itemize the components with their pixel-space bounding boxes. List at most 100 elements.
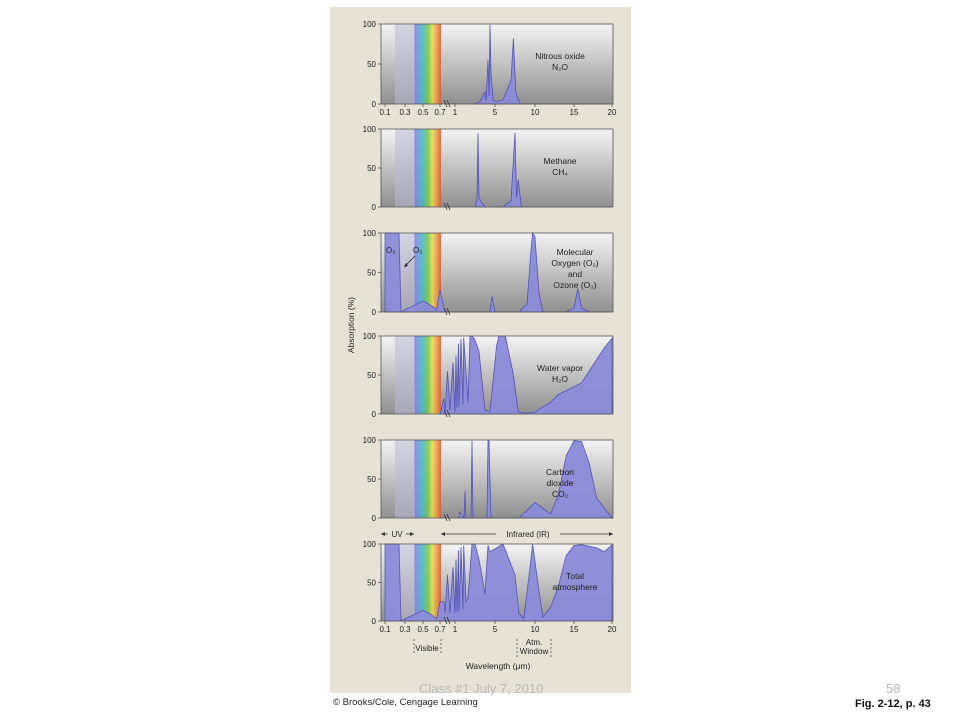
absorption-area (474, 132, 612, 208)
gas-label-line: Water vapor (537, 363, 583, 373)
x-tick-label: 0.5 (417, 108, 429, 117)
y-tick-label: 100 (363, 436, 377, 445)
x-tick-label: 20 (608, 108, 617, 117)
gas-label-line: Total (566, 571, 584, 581)
x-tick-label: 5 (493, 108, 498, 117)
axis-break-mark (443, 202, 448, 211)
uv-band-label: UV (391, 530, 403, 539)
absorption-area (474, 24, 612, 105)
x-tick-label: 0.3 (399, 108, 411, 117)
y-tick-label: 100 (363, 540, 377, 549)
ir-label-bg (496, 528, 560, 539)
x-tick-label: 0.1 (379, 108, 391, 117)
ir-arrowhead-left (441, 532, 445, 536)
x-tick-label: 0.5 (417, 625, 429, 634)
uv-band (395, 336, 415, 414)
y-tick-label: 50 (367, 475, 376, 484)
y-tick-label: 0 (372, 410, 377, 419)
uv-band (395, 129, 415, 207)
x-axis-label: Wavelength (μm) (466, 661, 531, 671)
y-axis-label: Absorption (%) (346, 297, 356, 353)
axis-break-mark (446, 307, 451, 316)
y-tick-label: 0 (372, 203, 377, 212)
gas-label-line: Oxygen (O₂) (551, 258, 598, 268)
y-tick-label: 50 (367, 269, 376, 278)
gas-label-line: Carbon (546, 467, 574, 477)
atm-window-label: Atm. (526, 638, 542, 647)
x-tick-label: 10 (531, 625, 540, 634)
absorption-area (439, 335, 613, 415)
gas-label-line: dioxide (547, 478, 574, 488)
uv-label-bg (388, 528, 406, 539)
gas-label-line: and (568, 269, 582, 279)
ir-band-label: Infrared (IR) (506, 530, 549, 539)
axis-break-mark (443, 513, 448, 522)
x-tick-label: 10 (531, 108, 540, 117)
absorption-area (384, 231, 612, 313)
axis-break-mark (443, 409, 448, 418)
visible-spectrum-band (414, 129, 441, 207)
x-tick-label: 0.7 (434, 108, 446, 117)
x-tick-label: 1 (453, 108, 458, 117)
y-tick-label: 100 (363, 332, 377, 341)
y-tick-label: 50 (367, 164, 376, 173)
o2-annotation: O₂ (386, 246, 395, 255)
uv-band (395, 440, 415, 518)
x-tick-label: 15 (570, 625, 579, 634)
axis-break-mark (446, 513, 451, 522)
y-tick-label: 50 (367, 60, 376, 69)
gas-label-line: Molecular (557, 247, 594, 257)
y-tick-label: 0 (372, 617, 377, 626)
gas-label-line: CO₂ (552, 489, 568, 499)
gas-label-line: atmosphere (553, 582, 598, 592)
uv-arrowhead-right (410, 532, 414, 536)
axis-break-mark (446, 409, 451, 418)
o3-annotation: O₃ (413, 246, 422, 255)
gas-label-line: Methane (543, 156, 576, 166)
o3-pointer-arrowhead (404, 263, 408, 267)
uv-band (395, 24, 415, 104)
x-tick-label: 20 (608, 625, 617, 634)
figure-reference: Fig. 2-12, p. 43 (855, 698, 931, 710)
gas-label-line: N₂O (552, 62, 568, 72)
x-tick-label: 5 (493, 625, 498, 634)
visible-spectrum-band (414, 233, 441, 312)
visible-spectrum-band (414, 336, 441, 414)
y-tick-label: 0 (372, 100, 377, 109)
y-tick-label: 0 (372, 308, 377, 317)
ir-arrowhead-right (609, 532, 613, 536)
y-tick-label: 100 (363, 20, 377, 29)
y-tick-label: 50 (367, 371, 376, 380)
x-tick-label: 0.1 (379, 625, 391, 634)
axis-break-mark (446, 202, 451, 211)
axis-break-mark (446, 99, 451, 108)
x-tick-label: 0.3 (399, 625, 411, 634)
atm-window-label: Window (520, 647, 549, 656)
axis-break-mark (443, 307, 448, 316)
gas-label-line: CH₄ (552, 167, 568, 177)
x-tick-label: 15 (570, 108, 579, 117)
gas-label-line: Nitrous oxide (535, 51, 585, 61)
uv-arrowhead-left (381, 532, 385, 536)
o3-pointer-arrow (405, 255, 416, 266)
visible-spectrum-band (414, 440, 441, 518)
y-tick-label: 100 (363, 229, 377, 238)
visible-spectrum-band (414, 24, 441, 104)
gas-label-line: Ozone (O₃) (553, 280, 596, 290)
axis-break-mark (446, 616, 451, 625)
gas-label-line: H₂O (552, 374, 568, 384)
axis-break-mark (443, 99, 448, 108)
y-tick-label: 50 (367, 579, 376, 588)
copyright-notice: © Brooks/Cole, Cengage Learning (333, 697, 478, 708)
x-tick-label: 1 (453, 625, 458, 634)
y-tick-label: 100 (363, 125, 377, 134)
absorption-figure: 0 50 100 0.1 0.3 0.5 0.7 1 5 10 15 20 Nitrous oxide N… (330, 7, 631, 693)
axis-break-mark (443, 616, 448, 625)
footer-class-label: Class #1 July 7, 2010 (419, 681, 544, 696)
visible-label: Visible (415, 644, 439, 653)
x-tick-label: 0.7 (434, 625, 446, 634)
visible-spectrum-band (414, 544, 441, 621)
y-tick-label: 0 (372, 514, 377, 523)
footer-page-number: 58 (886, 681, 901, 696)
